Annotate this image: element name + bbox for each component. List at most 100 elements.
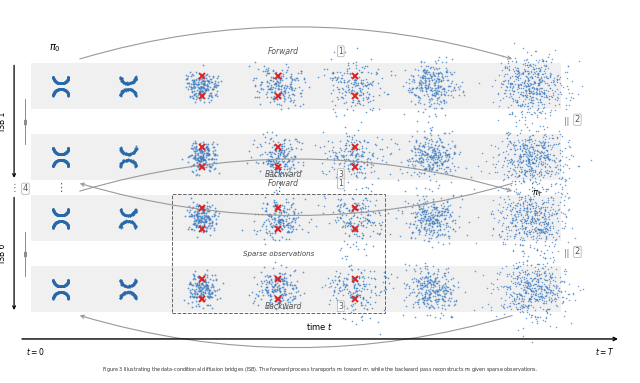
Point [535, 168, 545, 174]
Point [424, 165, 434, 171]
Point [260, 208, 271, 214]
Point [49, 223, 59, 229]
Point [348, 290, 358, 296]
Point [374, 231, 385, 237]
Point [63, 223, 73, 229]
Point [530, 110, 540, 116]
Point [511, 67, 521, 74]
Point [275, 173, 285, 179]
Point [206, 92, 216, 98]
Point [345, 161, 355, 167]
Point [196, 281, 207, 287]
Point [187, 142, 197, 148]
Point [58, 289, 68, 295]
Point [416, 224, 426, 231]
Point [541, 154, 552, 160]
Point [354, 169, 364, 175]
Point [521, 83, 531, 89]
Point [529, 155, 539, 162]
Point [341, 281, 351, 287]
Point [502, 134, 512, 141]
Point [252, 292, 262, 298]
Point [417, 209, 427, 215]
Point [123, 212, 133, 218]
Point [243, 291, 253, 298]
Point [442, 198, 452, 204]
Point [210, 205, 220, 211]
Point [440, 152, 450, 159]
Point [531, 57, 541, 63]
Point [288, 293, 298, 299]
Point [545, 311, 555, 317]
Point [122, 212, 132, 218]
Point [364, 217, 374, 223]
Point [58, 218, 68, 224]
Point [258, 86, 268, 92]
Point [267, 286, 277, 292]
Point [433, 149, 444, 155]
Point [425, 216, 435, 223]
Point [418, 299, 428, 305]
Point [342, 162, 353, 168]
Point [370, 283, 380, 289]
Point [342, 223, 352, 229]
Point [339, 77, 349, 83]
Point [346, 219, 356, 226]
Point [442, 77, 452, 83]
Point [374, 220, 385, 226]
Point [554, 285, 564, 291]
Point [370, 221, 380, 228]
Point [341, 130, 351, 136]
Point [514, 230, 524, 236]
Point [534, 75, 545, 82]
Point [52, 80, 63, 86]
Point [50, 281, 60, 287]
Point [196, 155, 207, 161]
Point [188, 282, 198, 288]
Point [517, 242, 527, 248]
Point [528, 196, 538, 202]
Point [520, 141, 531, 147]
Point [246, 154, 257, 160]
Point [129, 149, 139, 155]
Point [263, 67, 273, 73]
Point [351, 82, 362, 88]
Point [128, 290, 138, 296]
Point [510, 147, 520, 153]
Point [270, 164, 280, 170]
Point [344, 208, 354, 214]
Point [525, 163, 535, 169]
Point [282, 229, 292, 235]
Point [419, 278, 429, 284]
Point [534, 205, 544, 211]
Point [269, 159, 279, 165]
Point [195, 90, 205, 96]
Point [429, 65, 439, 72]
Point [508, 199, 518, 205]
Point [117, 149, 127, 155]
Point [275, 292, 285, 298]
Point [543, 156, 554, 162]
Point [279, 88, 289, 94]
Point [447, 172, 457, 178]
Point [426, 277, 436, 283]
Point [193, 150, 203, 156]
Point [538, 306, 548, 312]
Point [362, 216, 372, 223]
Point [433, 239, 444, 245]
Point [254, 288, 264, 294]
Point [535, 97, 545, 103]
Point [347, 275, 357, 281]
Point [528, 236, 538, 242]
Point [50, 149, 60, 155]
Point [63, 207, 74, 213]
Point [413, 297, 423, 303]
Point [413, 279, 423, 285]
Point [272, 280, 282, 286]
Point [319, 193, 330, 199]
Point [416, 159, 426, 165]
Point [63, 74, 74, 80]
Point [185, 280, 195, 286]
Point [529, 109, 540, 115]
Point [401, 294, 411, 300]
